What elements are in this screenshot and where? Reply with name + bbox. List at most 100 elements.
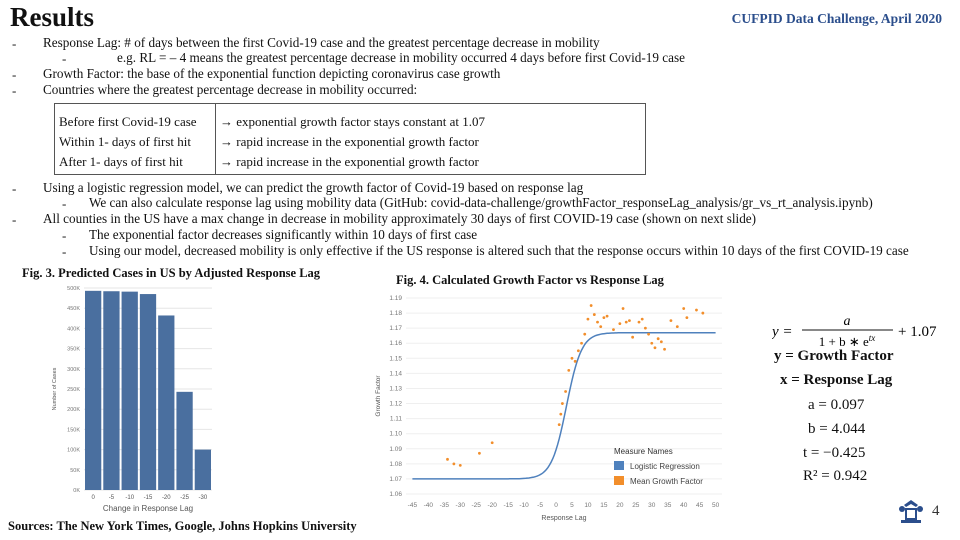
bar-y-tick-label: 0K xyxy=(73,488,80,494)
mean-growth-point xyxy=(653,346,657,350)
scatter-x-tick-label: 5 xyxy=(570,502,574,509)
scatter-y-tick-label: 1.19 xyxy=(389,295,402,302)
mean-growth-point xyxy=(490,441,494,445)
bullet-dash: - xyxy=(62,244,67,259)
scatter-x-axis-label: Response Lag xyxy=(541,515,586,522)
logo-icon xyxy=(899,500,923,523)
scatter-x-tick-label: 35 xyxy=(664,502,672,509)
bar xyxy=(194,449,211,490)
bar-x-tick-label: -20 xyxy=(162,495,171,501)
scatter-x-tick-label: -35 xyxy=(440,502,450,509)
fig4-caption: Fig. 4. Calculated Growth Factor vs Resp… xyxy=(396,273,664,287)
bullet-dash: - xyxy=(12,212,17,227)
bullet-dash: - xyxy=(62,228,67,243)
equation-y: y = Growth Factor xyxy=(774,348,894,364)
scatter-y-tick-label: 1.14 xyxy=(389,370,402,377)
svg-text:1 + b ∗ etx: 1 + b ∗ etx xyxy=(819,333,876,349)
mean-growth-point xyxy=(452,462,456,466)
mean-growth-point xyxy=(605,314,609,318)
mean-growth-point xyxy=(656,337,660,341)
mean-growth-point xyxy=(675,325,679,329)
mean-growth-point xyxy=(559,412,563,416)
mean-growth-point xyxy=(596,320,599,324)
bar-y-tick-label: 450K xyxy=(67,306,80,312)
bullet-rl-example: e.g. RL = – 4 means the greatest percent… xyxy=(117,50,685,65)
mean-growth-point xyxy=(643,326,647,330)
mean-growth-point xyxy=(685,316,689,319)
logistic-equation: y = a 1 + b ∗ etx + 1.07 xyxy=(770,314,937,349)
scatter-x-tick-label: -20 xyxy=(487,502,497,509)
legend-swatch-logistic xyxy=(614,461,624,470)
scatter-y-tick-label: 1.09 xyxy=(389,446,402,453)
bar-y-tick-label: 50K xyxy=(70,468,80,474)
mean-growth-point xyxy=(612,328,615,332)
scatter-y-tick-label: 1.12 xyxy=(389,401,402,408)
scatter-x-tick-label: -30 xyxy=(456,502,466,509)
equation-t: t = −0.425 xyxy=(803,445,866,461)
mean-growth-point xyxy=(570,356,574,360)
scatter-x-tick-label: -45 xyxy=(408,502,418,509)
bar-x-tick-label: -5 xyxy=(109,495,115,501)
mean-growth-point xyxy=(695,308,698,312)
bar-y-tick-label: 300K xyxy=(67,367,80,373)
scatter-x-tick-label: 50 xyxy=(712,502,720,509)
mean-growth-point xyxy=(637,320,641,324)
scatter-x-tick-label: 40 xyxy=(680,502,688,509)
legend-swatch-mean xyxy=(614,476,624,485)
scatter-x-tick-label: 20 xyxy=(616,502,624,509)
mean-growth-point xyxy=(621,307,625,310)
mean-growth-point xyxy=(458,463,462,467)
bar-x-axis-label: Change in Response Lag xyxy=(103,504,193,513)
mean-growth-point xyxy=(589,304,593,307)
bar-x-tick-label: -25 xyxy=(180,495,189,501)
bullet-dash: - xyxy=(12,67,17,82)
scatter-y-axis-label: Growth Factor xyxy=(375,375,382,417)
mean-growth-point xyxy=(576,349,580,353)
response-table: Before first Covid-19 case Within 1- day… xyxy=(54,103,646,175)
table-cell-conditions: Before first Covid-19 case Within 1- day… xyxy=(54,103,216,175)
scatter-y-tick-label: 1.15 xyxy=(389,355,402,362)
bar-y-tick-label: 350K xyxy=(67,347,80,353)
scatter-x-tick-label: 15 xyxy=(600,502,608,509)
mean-growth-point xyxy=(583,332,587,336)
mean-growth-point xyxy=(567,368,571,372)
bullet-logistic-model: Using a logistic regression model, we ca… xyxy=(43,180,584,195)
table-cell-results: → exponential growth factor stays consta… xyxy=(215,103,646,175)
mean-growth-point xyxy=(599,325,603,329)
legend-label-logistic: Logistic Regression xyxy=(630,462,700,471)
mean-growth-point xyxy=(586,317,590,321)
scatter-y-tick-label: 1.07 xyxy=(389,476,402,483)
bar-y-tick-label: 150K xyxy=(67,427,80,433)
bar-y-tick-label: 250K xyxy=(67,387,80,393)
scatter-y-tick-label: 1.11 xyxy=(390,416,403,423)
bar xyxy=(121,291,138,490)
bar-y-tick-label: 400K xyxy=(67,326,80,332)
table-row: Before first Covid-19 case Within 1- day… xyxy=(54,103,646,175)
table-cell-result: → rapid increase in the exponential grow… xyxy=(220,154,479,169)
scatter-x-tick-label: 30 xyxy=(648,502,656,509)
bullet-countries: Countries where the greatest percentage … xyxy=(43,82,418,97)
sources-label: Sources: The New York Times, Google, Joh… xyxy=(8,519,357,533)
mean-growth-point xyxy=(557,423,561,427)
mean-growth-point xyxy=(446,457,449,461)
mean-growth-point xyxy=(647,332,650,336)
table-cell-condition: After 1- days of first hit xyxy=(59,154,183,169)
table-cell-result: → rapid increase in the exponential grow… xyxy=(220,134,479,149)
scatter-y-tick-label: 1.17 xyxy=(389,325,402,332)
scatter-x-tick-label: 25 xyxy=(632,502,640,509)
bar xyxy=(139,294,157,490)
equation-b: b = 4.044 xyxy=(808,421,866,437)
scatter-y-tick-label: 1.18 xyxy=(389,310,402,317)
mean-growth-point xyxy=(602,316,606,319)
bar-y-tick-label: 200K xyxy=(67,407,80,413)
mean-growth-point xyxy=(573,359,577,363)
mean-growth-point xyxy=(701,311,705,315)
equation-a: a = 0.097 xyxy=(808,397,865,413)
svg-text:a: a xyxy=(844,314,851,329)
equation-x: x = Response Lag xyxy=(780,372,893,388)
bar-y-axis-label: Number of Cases xyxy=(52,367,58,410)
bullet-dash: - xyxy=(12,181,17,196)
bar-y-tick-label: 500K xyxy=(67,286,80,292)
bar-x-tick-label: -30 xyxy=(199,495,208,501)
brand-label: CUFPID Data Challenge, April 2020 xyxy=(731,11,942,26)
